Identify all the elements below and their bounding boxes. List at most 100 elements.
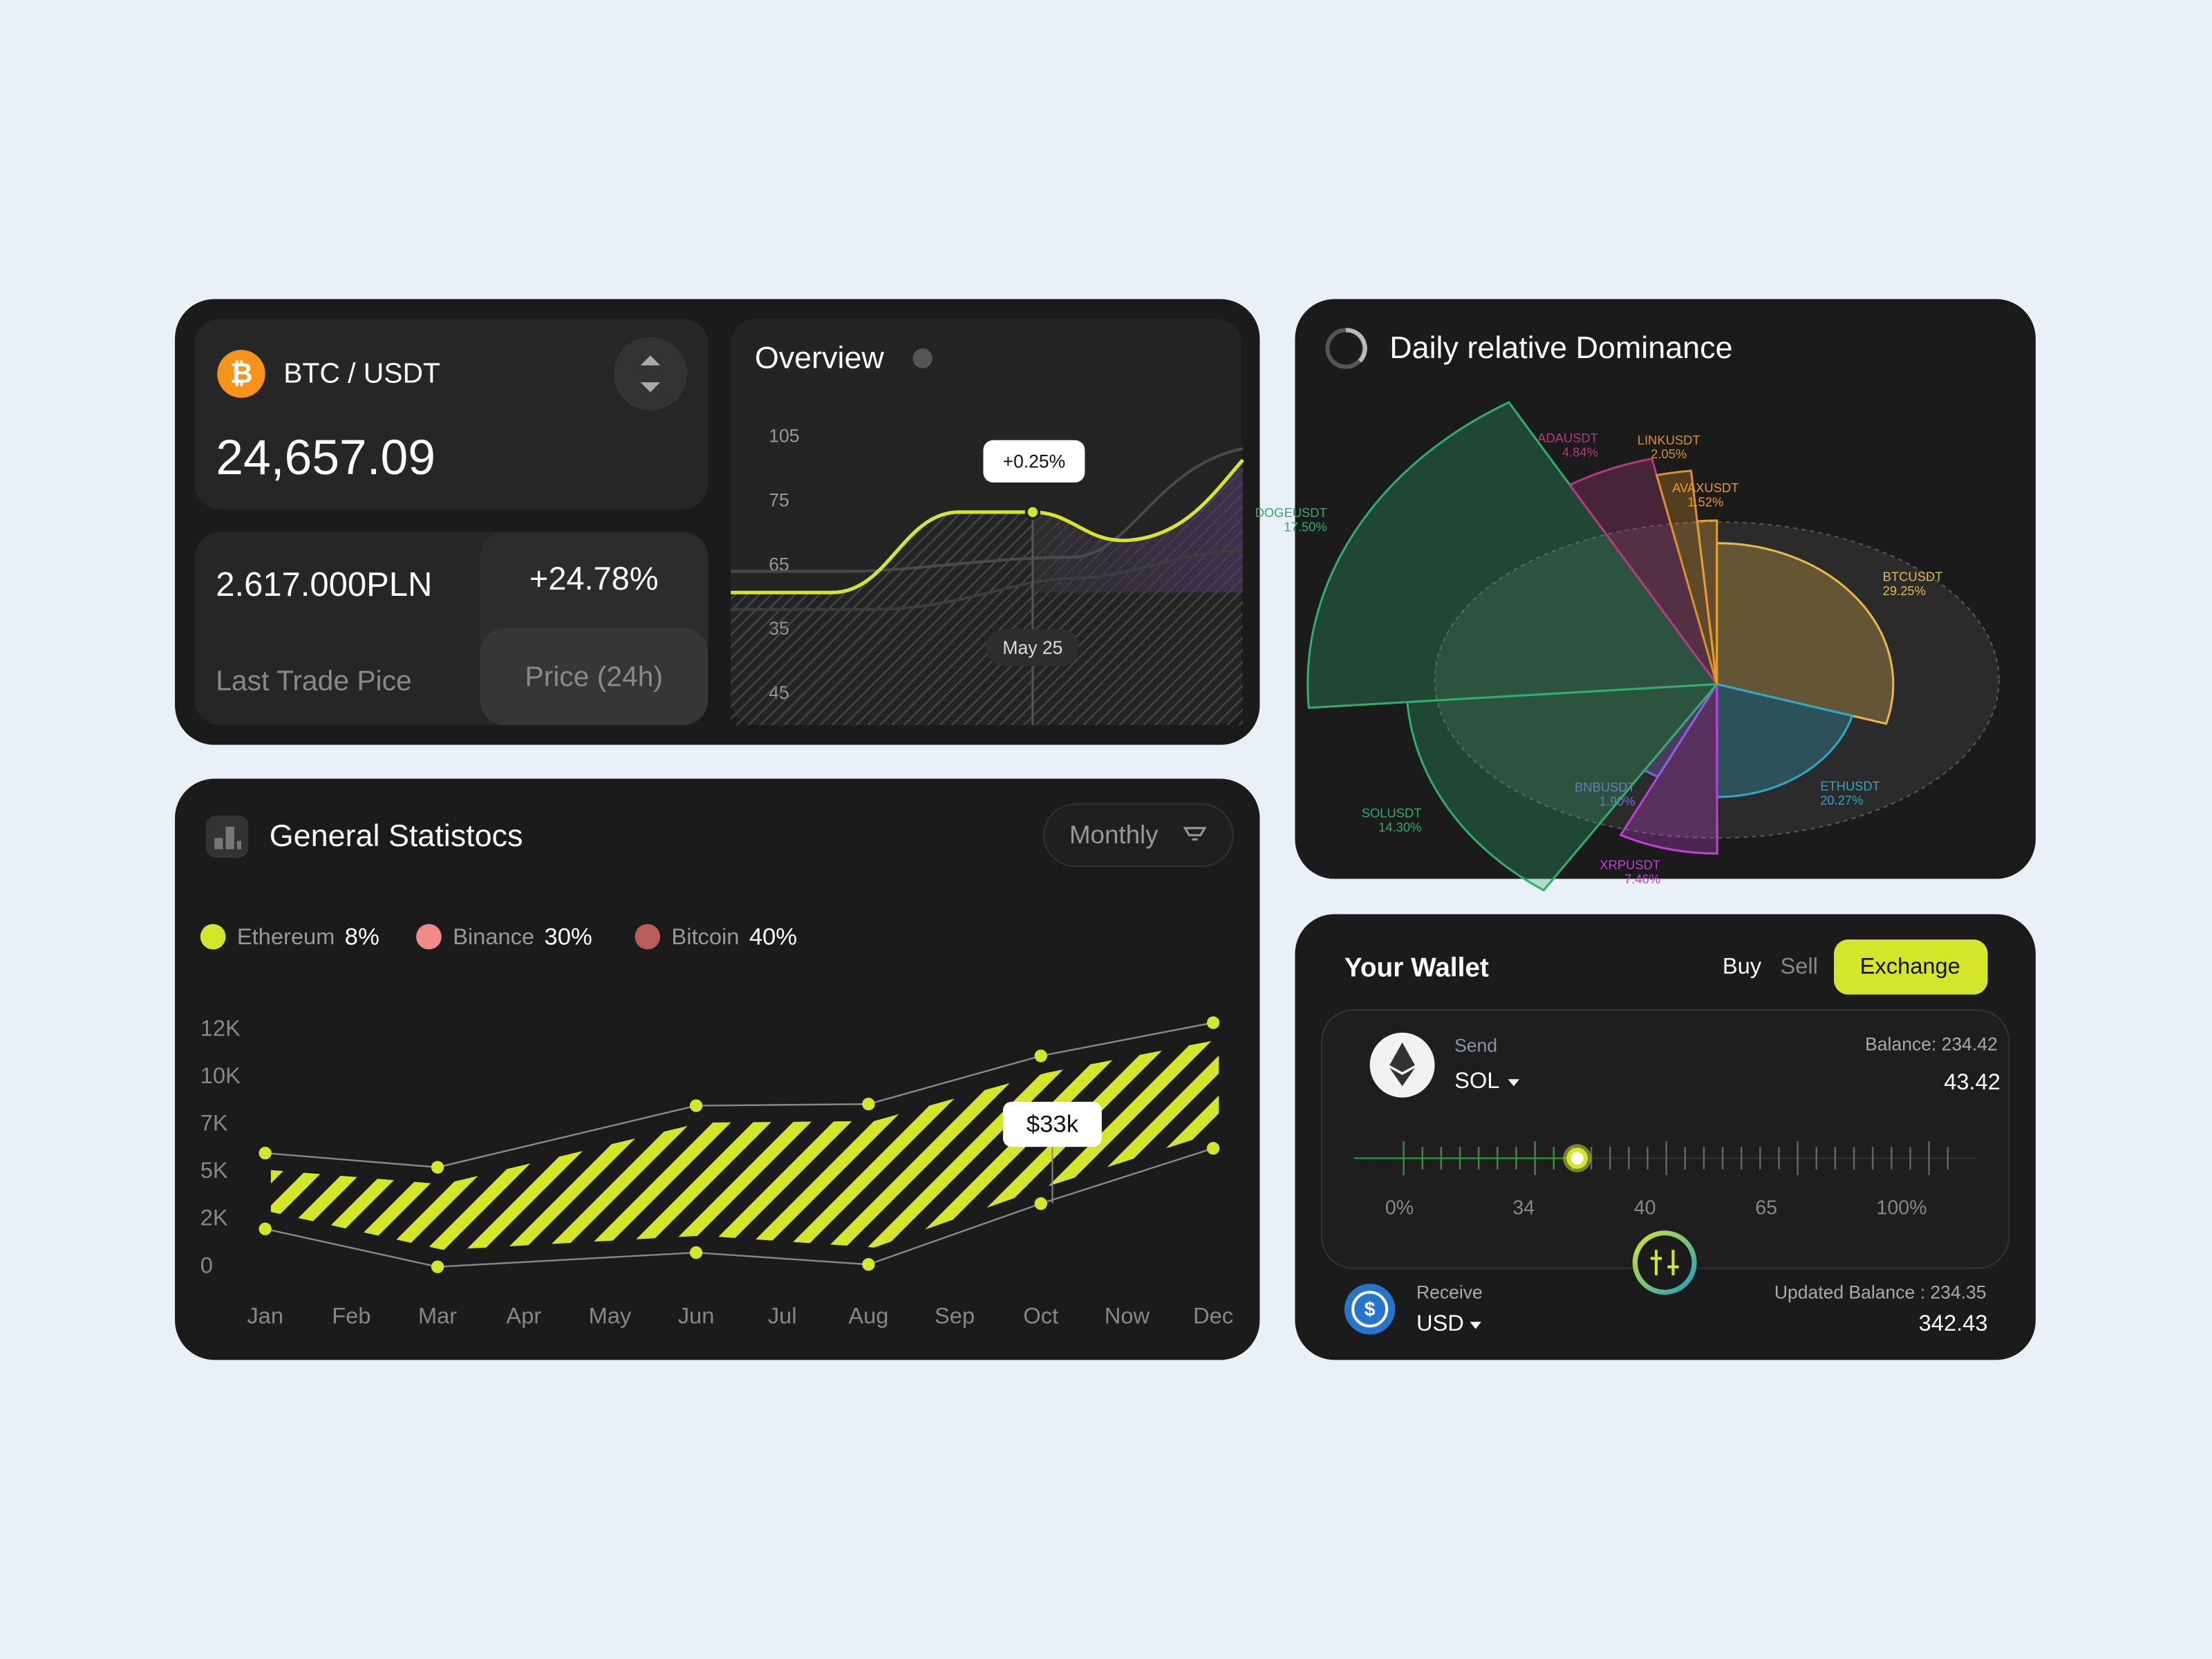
change-label-block [479, 628, 709, 725]
y-tick-label: 0 [200, 1252, 213, 1277]
series-point [689, 1246, 703, 1259]
series-point [689, 1099, 703, 1112]
period: Monthly [1069, 821, 1159, 849]
pie-slice [1716, 682, 1854, 798]
series-point [1206, 1142, 1220, 1155]
series-point [1206, 1016, 1220, 1029]
slice-label: 2.05% [1651, 447, 1687, 461]
legend-dot [416, 924, 442, 950]
wallet-title: Your Wallet [1344, 953, 1489, 982]
slider-label: 0% [1385, 1197, 1414, 1219]
legend-name: Binance [453, 924, 534, 949]
receive-dropdown[interactable] [1470, 1322, 1481, 1329]
stats-title: General Statistocs [270, 818, 523, 853]
pie-slice [1306, 401, 1719, 709]
x-tick-label: Aug [848, 1303, 888, 1329]
slice-label: 4.84% [1562, 445, 1598, 460]
dominance-title: Daily relative Dominance [1389, 330, 1732, 365]
series-point [1034, 1049, 1047, 1062]
y-tick-label: 7K [200, 1110, 228, 1136]
x-tick-label: Sep [935, 1303, 975, 1329]
pair: BTC / USDT [283, 357, 440, 389]
slice-name: BNBUSDT [1575, 780, 1635, 794]
pie-slice [1655, 469, 1718, 685]
receive-amount: 342.43 [1919, 1310, 1988, 1335]
series-segment [437, 1105, 697, 1168]
exchange-button[interactable] [1834, 939, 1988, 995]
amount: 2.617.000PLN [216, 566, 432, 603]
send-dropdown[interactable] [1508, 1079, 1519, 1087]
stats-tooltip [1003, 1101, 1102, 1147]
eth-glyph [1389, 1042, 1415, 1087]
y-tick-label: 2K [200, 1205, 228, 1230]
overview-tick-label: 75 [769, 490, 789, 511]
series-point [259, 1146, 272, 1160]
tab-sell[interactable]: Sell [1781, 953, 1818, 979]
date-tag [986, 629, 1080, 666]
stats-tooltip-text: $33k [1027, 1112, 1079, 1138]
slice-label: 14.30% [1378, 820, 1421, 834]
pie-slice [1406, 683, 1720, 892]
legend-value: 8% [345, 924, 379, 950]
tab-buy[interactable]: Buy [1723, 953, 1762, 979]
hatched-band [270, 1040, 1219, 1250]
slider-label: 100% [1876, 1197, 1927, 1219]
x-tick-label: Jun [678, 1303, 715, 1329]
x-tick-label: Jan [247, 1303, 283, 1329]
slider-knob[interactable] [1566, 1147, 1588, 1169]
overview-point [1024, 504, 1041, 521]
series-point [862, 1258, 875, 1271]
series-segment [1040, 1022, 1214, 1057]
x-tick-label: Feb [332, 1303, 371, 1329]
series-segment [868, 1055, 1042, 1105]
filter-icon [1183, 827, 1207, 841]
period-select[interactable] [1043, 803, 1234, 868]
series-point [862, 1098, 875, 1111]
pair-switch[interactable] [613, 337, 687, 411]
slider-label: 40 [1634, 1197, 1656, 1219]
slice-label: 29.25% [1883, 583, 1926, 598]
legend-value: 40% [749, 924, 797, 950]
send-label: Send [1454, 1035, 1497, 1056]
receive-currency[interactable]: USD [1416, 1310, 1464, 1335]
send-balance: Balance: 234.42 [1865, 1033, 1998, 1054]
slice-name: BTCUSDT [1883, 569, 1943, 583]
x-tick-label: Dec [1193, 1303, 1233, 1329]
usd-glyph: $ [1365, 1298, 1376, 1320]
series-segment [868, 1203, 1042, 1266]
info-icon[interactable] [912, 348, 932, 368]
legend-name: Bitcoin [671, 924, 739, 949]
send-currency[interactable]: SOL [1454, 1067, 1499, 1093]
overview-tooltip [983, 440, 1085, 482]
amount-label: Last Trade Pice [216, 665, 411, 697]
slice-label: 7.46% [1624, 872, 1660, 886]
tab-exchange[interactable]: Exchange [1860, 953, 1960, 979]
overview-title: Overview [755, 339, 885, 375]
overview-line-tertiary [731, 548, 1244, 611]
series-segment [1040, 1147, 1214, 1205]
x-tick-label: Oct [1023, 1303, 1058, 1329]
x-tick-label: May [589, 1303, 632, 1329]
pie-slice [1619, 680, 1718, 855]
pie-slice [1696, 519, 1718, 684]
stats-chart: Ethereum 8% Binance 30% Bitcoin 40% 12K 10K 7K 5K… [200, 924, 1233, 1329]
legend-name: Ethereum [237, 924, 335, 949]
slider-label: 34 [1512, 1197, 1535, 1219]
slider-ticks: 0% 34 40 65 100% [1385, 1141, 1949, 1219]
pie-slice [1716, 542, 1895, 725]
slice-label: 17.50% [1284, 519, 1327, 534]
swap-button[interactable] [1632, 1230, 1697, 1295]
slice-label: 20.27% [1820, 793, 1863, 807]
slice-name: ADAUSDT [1537, 431, 1598, 445]
usd-ring [1351, 1291, 1389, 1328]
switch-arrows [640, 355, 661, 393]
series-segment [696, 1103, 869, 1107]
overview-line-secondary [731, 447, 1244, 573]
change: +24.78% [529, 561, 659, 597]
btc-symbol: ₿ [229, 357, 252, 389]
slice-name: DOGEUSDT [1255, 505, 1327, 520]
slice-name: LINKUSDT [1638, 433, 1700, 447]
